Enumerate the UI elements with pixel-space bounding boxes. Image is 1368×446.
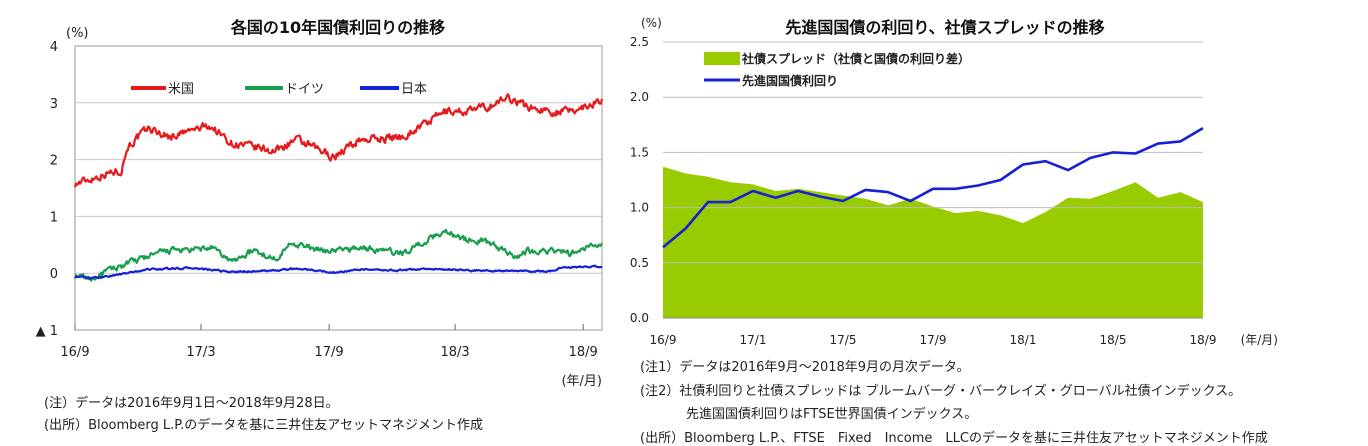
japan-yield-line xyxy=(74,264,603,280)
chart-title: 各国の10年国債利回りの推移 xyxy=(230,18,445,37)
right-note-source: (出所）Bloomberg L.P.、FTSE Fixed Income LLC… xyxy=(640,431,1268,446)
x-tick-label: 18/3 xyxy=(441,345,470,360)
left-note-1: (注）データは2016年9月1日～2018年9月28日。 xyxy=(44,396,339,411)
legend-swatch-spread xyxy=(704,52,740,65)
y-tick-label: ▲ 1 xyxy=(36,324,58,339)
right-note-2b: 先進国国債利回りはFTSE世界国債インデックス。 xyxy=(686,407,978,422)
legend: 社債スプレッド（社債と国債の利回り差） 先進国国債利回り xyxy=(704,51,970,88)
germany-yield-line xyxy=(73,228,604,282)
legend-label-japan: 日本 xyxy=(401,82,427,97)
right-note-2: (注2）社債利回りと社債スプレッドは ブルームバーグ・バークレイズ・グローバル社… xyxy=(640,384,1242,399)
y-axis-ticks: 4 3 2 1 0 ▲ 1 xyxy=(36,40,58,339)
legend-label-germany: ドイツ xyxy=(285,82,324,97)
y-unit-label: (%) xyxy=(641,16,662,30)
y-tick-label: 2.5 xyxy=(630,35,649,49)
legend-label-spread: 社債スプレッド（社債と国債の利回り差） xyxy=(741,51,970,66)
x-tick-label: 18/1 xyxy=(1010,333,1037,347)
x-tick-label: 17/9 xyxy=(315,345,344,360)
legend-label-us: 米国 xyxy=(168,82,194,97)
y-axis-ticks: 2.5 2.0 1.5 1.0 0.5 0.0 xyxy=(630,35,649,325)
y-tick-label: 1.0 xyxy=(630,201,649,215)
x-tick-label: 18/5 xyxy=(1100,333,1127,347)
x-axis-ticks: 16/9 17/3 17/9 18/3 18/9 xyxy=(60,324,598,360)
right-note-1: (注1）データは2016年9月～2018年9月の月次データ。 xyxy=(640,360,970,375)
chart-title: 先進国国債の利回り、社債スプレッドの推移 xyxy=(785,18,1104,37)
bond-spread-chart: 先進国国債の利回り、社債スプレッドの推移 (%) 2.5 2.0 1.5 1.0 0.5… xyxy=(630,16,1278,347)
x-tick-label: 18/9 xyxy=(569,345,598,360)
x-tick-label: 17/3 xyxy=(186,345,215,360)
x-tick-label: 17/9 xyxy=(920,333,947,347)
x-tick-label: 17/1 xyxy=(740,333,767,347)
y-tick-label: 2.0 xyxy=(630,90,649,104)
plot-area-frame xyxy=(74,45,603,331)
govt-yield-line xyxy=(662,126,1204,249)
us-yield-line xyxy=(73,93,604,188)
x-unit-label: (年/月) xyxy=(1241,333,1278,347)
y-tick-label: 3 xyxy=(50,97,58,112)
y-tick-label: 0.0 xyxy=(630,311,649,325)
y-tick-label: 0.5 xyxy=(630,256,649,270)
y-unit-label: (%) xyxy=(66,26,89,41)
x-axis-ticks: 16/9 17/1 17/5 17/9 18/1 18/5 18/9 xyxy=(650,333,1217,347)
y-tick-label: 4 xyxy=(50,40,58,55)
y-tick-label: 1 xyxy=(50,210,58,225)
x-tick-label: 16/9 xyxy=(650,333,677,347)
x-tick-label: 16/9 xyxy=(60,345,89,360)
x-tick-label: 17/5 xyxy=(830,333,857,347)
y-tick-label: 1.5 xyxy=(630,145,649,159)
y-tick-label: 0 xyxy=(50,267,58,282)
x-unit-label: (年/月) xyxy=(561,374,602,389)
legend: 米国 ドイツ 日本 xyxy=(131,82,427,97)
y-tick-label: 2 xyxy=(50,154,58,169)
left-note-source: (出所）Bloomberg L.P.のデータを基に三井住友アセットマネジメント作… xyxy=(44,418,483,433)
yield-chart-10y: 各国の10年国債利回りの推移 (%) 4 3 2 1 0 ▲ 1 16/9 17/3 17/9… xyxy=(36,18,604,389)
x-tick-label: 18/9 xyxy=(1190,333,1217,347)
legend-label-govt-yield: 先進国国債利回り xyxy=(742,73,838,88)
spread-area xyxy=(663,166,1203,318)
